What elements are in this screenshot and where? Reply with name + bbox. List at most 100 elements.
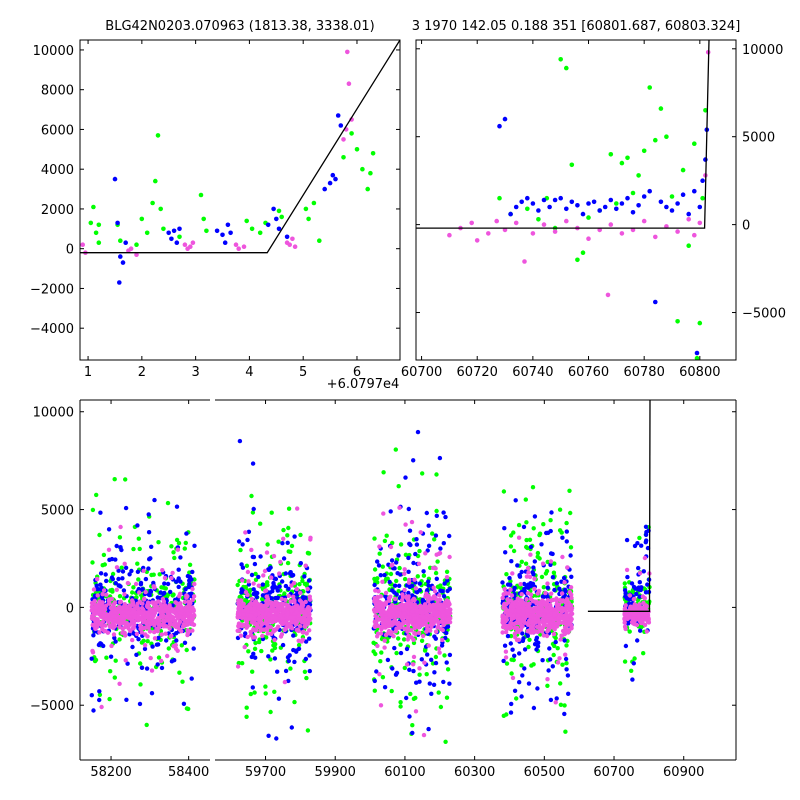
full-lightcurve-blue-point [266, 733, 271, 738]
full-lightcurve-magenta-point [402, 587, 407, 593]
recent-panel-green-point [647, 85, 652, 90]
full-lightcurve-magenta-point [90, 648, 95, 654]
full-lightcurve-magenta-point [154, 626, 159, 632]
full-lightcurve-magenta-point [300, 637, 305, 642]
zoom-panel-blue-point [115, 220, 120, 226]
full-lightcurve-magenta-point [305, 621, 310, 626]
full-lightcurve-green-point [537, 556, 542, 561]
full-lightcurve-magenta-point [503, 649, 509, 654]
full-lightcurve-green-point [629, 668, 634, 673]
recent-panel-magenta-point [608, 222, 614, 227]
recent-panel-blue-point [569, 199, 575, 205]
full-lightcurve-magenta-point [525, 629, 530, 634]
full-lightcurve-magenta-point [414, 607, 420, 613]
full-lightcurve-magenta-point [101, 588, 107, 593]
recent-panel-blue-point [692, 188, 697, 194]
full-lightcurve-magenta-point [556, 614, 561, 620]
zoom-panel-green-point [93, 230, 99, 236]
recent-panel-magenta-point [522, 259, 527, 264]
full-lightcurve-magenta-point [429, 619, 434, 625]
full-lightcurve-green-point [144, 722, 149, 728]
full-lightcurve-blue-point [165, 581, 171, 587]
full-lightcurve-blue-point [562, 711, 567, 717]
full-lightcurve-blue-point [532, 559, 537, 564]
full-lightcurve-blue-point [433, 533, 439, 538]
zoom-panel-ytick-label: −4000 [30, 322, 74, 337]
full-lightcurve-magenta-point [545, 677, 550, 682]
full-lightcurve-blue-point [290, 573, 295, 578]
full-lightcurve-blue-point [645, 582, 650, 587]
full-lightcurve-magenta-point [242, 644, 247, 650]
full-lightcurve-magenta-point [237, 604, 242, 609]
full-lightcurve-magenta-point [271, 553, 277, 559]
full-lightcurve-magenta-point [143, 625, 148, 631]
full-lightcurve-magenta-point [120, 605, 126, 610]
full-lightcurve-green-point [443, 739, 448, 744]
recent-panel-magenta-point [653, 234, 658, 240]
full-lightcurve-blue-point [149, 544, 154, 549]
full-lightcurve-magenta-point [169, 575, 174, 581]
full-lightcurve-magenta-point [528, 552, 533, 557]
full-lightcurve-blue-point [632, 543, 638, 549]
zoom-panel-ytick-label: 8000 [41, 84, 74, 99]
full-lightcurve-magenta-point [437, 650, 442, 655]
full-lightcurve-magenta-point [524, 574, 530, 579]
recent-panel-green-point [636, 173, 641, 178]
full-lightcurve-green-point [544, 568, 550, 574]
full-lightcurve-green-point [306, 551, 312, 556]
full-lightcurve-magenta-point [543, 590, 548, 596]
recent-panel-blue-point [591, 199, 597, 205]
full-lightcurve-blue-point [515, 563, 520, 568]
full-lightcurve-blue-point [144, 666, 150, 671]
full-lightcurve-magenta-point [569, 617, 574, 622]
full-lightcurve-magenta-point [293, 622, 299, 627]
full-lightcurve-green-point [252, 646, 258, 651]
full-lightcurve-blue-point [407, 667, 412, 672]
full-lightcurve-magenta-point [402, 611, 407, 616]
full-lightcurve-blue-point [250, 461, 256, 466]
full-lightcurve-blue-point [421, 569, 426, 574]
full-lightcurve-green-point [568, 545, 574, 550]
full-lightcurve-magenta-point [562, 580, 567, 585]
zoom-panel-green-point [118, 238, 123, 243]
full-lightcurve-magenta-point [551, 623, 556, 628]
recent-panel-blue-point [541, 197, 547, 203]
full-lightcurve-green-point [562, 703, 567, 708]
full-lightcurve-magenta-point [509, 593, 515, 598]
recent-panel-blue-point [530, 201, 536, 206]
full-lightcurve-blue-point [564, 539, 569, 544]
full-lightcurve-xtick-label: 59900 [315, 765, 356, 780]
full-lightcurve-blue-point [254, 594, 259, 600]
full-lightcurve-blue-point [286, 658, 291, 664]
full-lightcurve-magenta-point [519, 592, 524, 597]
full-lightcurve-magenta-point [421, 732, 427, 738]
full-lightcurve-green-point [563, 729, 568, 734]
zoom-panel-magenta-point [80, 242, 85, 247]
full-lightcurve-magenta-point [185, 631, 190, 636]
full-lightcurve-blue-point [240, 565, 246, 570]
full-lightcurve-blue-point [407, 714, 412, 719]
zoom-panel-green-point [249, 226, 255, 232]
full-lightcurve-blue-point [638, 628, 643, 633]
full-lightcurve-green-point [417, 672, 422, 677]
full-lightcurve-blue-point [394, 560, 399, 565]
full-lightcurve-blue-point [630, 677, 635, 682]
full-lightcurve-blue-point [288, 570, 293, 575]
full-lightcurve-blue-point [394, 592, 399, 597]
full-lightcurve-blue-point [136, 637, 141, 642]
full-lightcurve-ytick-label: −5000 [30, 699, 74, 714]
full-lightcurve-magenta-point [623, 603, 628, 608]
full-lightcurve-magenta-point [412, 616, 417, 621]
full-lightcurve-blue-point [407, 541, 412, 546]
full-lightcurve-magenta-point [236, 612, 242, 617]
full-lightcurve-green-point [433, 570, 439, 576]
full-lightcurve-green-point [286, 525, 291, 531]
full-lightcurve-magenta-point [94, 605, 99, 610]
full-lightcurve-magenta-point [375, 595, 380, 601]
full-lightcurve-magenta-point [190, 628, 195, 633]
full-lightcurve-green-point [145, 639, 150, 644]
full-lightcurve-magenta-point [500, 595, 505, 601]
full-lightcurve-magenta-point [529, 624, 534, 630]
full-lightcurve-magenta-point [390, 562, 395, 567]
